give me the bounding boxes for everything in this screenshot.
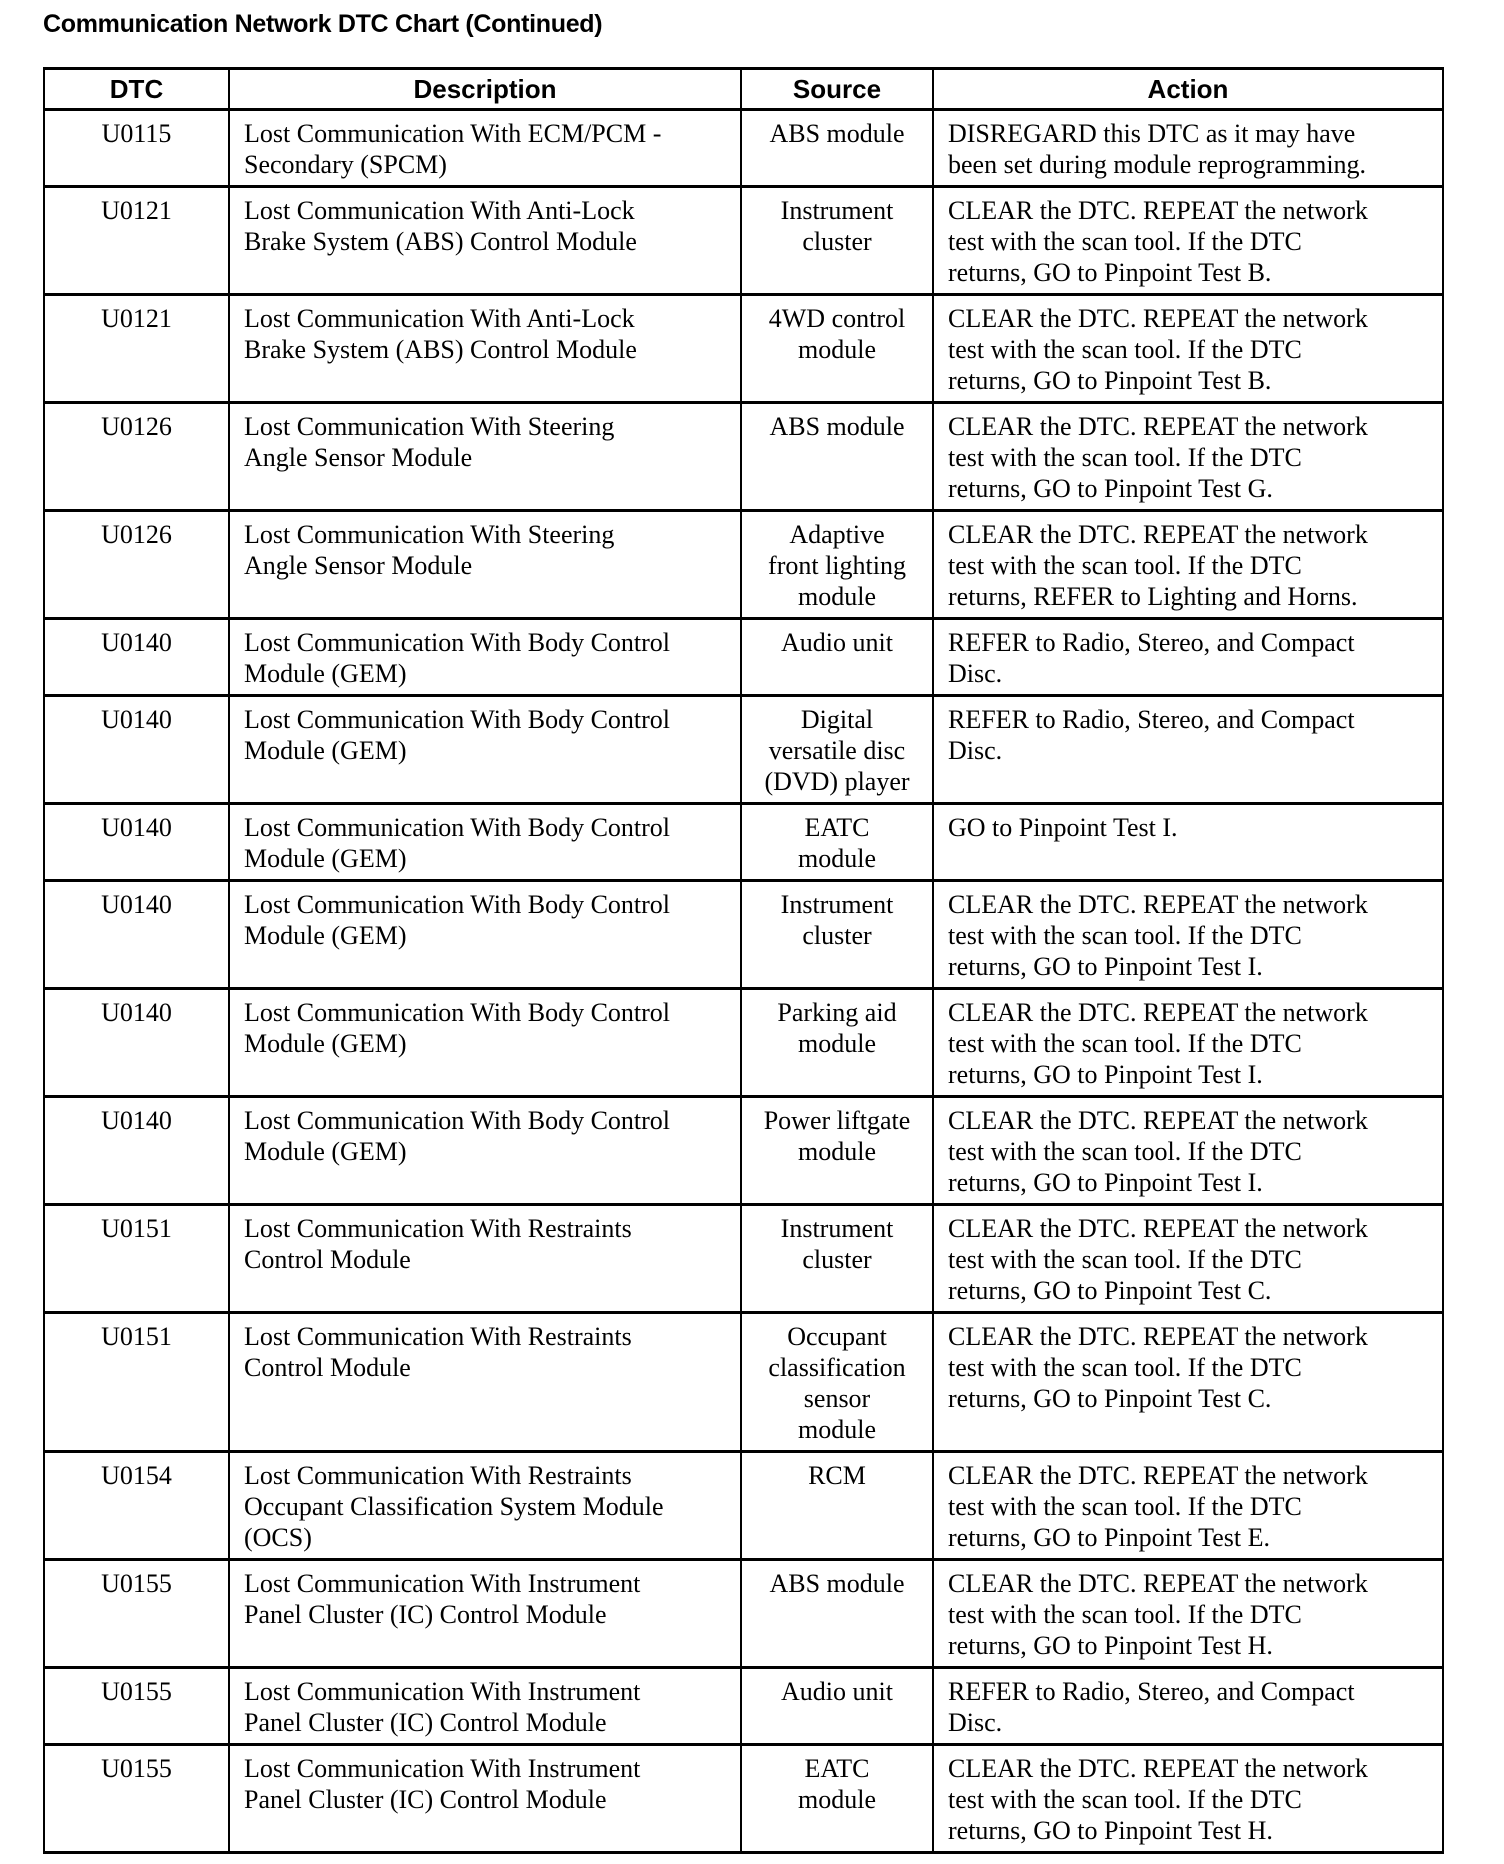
cell-action: CLEAR the DTC. REPEAT the network test w… xyxy=(932,509,1444,620)
cell-dtc: U0140 xyxy=(43,802,230,882)
cell-action: REFER to Radio, Stereo, and Compact Disc… xyxy=(932,694,1444,805)
cell-action: CLEAR the DTC. REPEAT the network test w… xyxy=(932,1095,1444,1206)
cell-dtc: U0126 xyxy=(43,401,230,512)
table-row: U0121 Lost Communication With Anti-Lock B… xyxy=(43,185,1444,296)
cell-dtc: U0115 xyxy=(43,108,230,188)
column-header-action: Action xyxy=(932,67,1444,111)
cell-source: Adaptive front lighting module xyxy=(740,509,934,620)
cell-description: Lost Communication With Anti-Lock Brake … xyxy=(228,293,742,404)
table-header-row: DTC Description Source Action xyxy=(43,67,1444,111)
cell-description: Lost Communication With Restraints Contr… xyxy=(228,1311,742,1453)
cell-description: Lost Communication With Body Control Mod… xyxy=(228,1095,742,1206)
cell-action: CLEAR the DTC. REPEAT the network test w… xyxy=(932,1743,1444,1854)
cell-source: Occupant classification sensor module xyxy=(740,1311,934,1453)
cell-action: CLEAR the DTC. REPEAT the network test w… xyxy=(932,987,1444,1098)
table-row: U0155 Lost Communication With Instrument … xyxy=(43,1743,1444,1854)
table-row: U0126 Lost Communication With Steering An… xyxy=(43,509,1444,620)
table-row: U0151 Lost Communication With Restraints … xyxy=(43,1203,1444,1314)
cell-dtc: U0151 xyxy=(43,1311,230,1453)
table-row: U0154 Lost Communication With Restraints … xyxy=(43,1450,1444,1561)
cell-source: ABS module xyxy=(740,1558,934,1669)
cell-description: Lost Communication With ECM/PCM - Second… xyxy=(228,108,742,188)
table-row: U0155 Lost Communication With Instrument … xyxy=(43,1558,1444,1669)
cell-description: Lost Communication With Anti-Lock Brake … xyxy=(228,185,742,296)
cell-action: CLEAR the DTC. REPEAT the network test w… xyxy=(932,293,1444,404)
cell-description: Lost Communication With Steering Angle S… xyxy=(228,401,742,512)
cell-dtc: U0154 xyxy=(43,1450,230,1561)
cell-description: Lost Communication With Instrument Panel… xyxy=(228,1743,742,1854)
cell-dtc: U0121 xyxy=(43,185,230,296)
cell-source: Instrument cluster xyxy=(740,1203,934,1314)
cell-dtc: U0155 xyxy=(43,1558,230,1669)
table-row: U0140 Lost Communication With Body Contro… xyxy=(43,802,1444,882)
cell-dtc: U0121 xyxy=(43,293,230,404)
page-title: Communication Network DTC Chart (Continu… xyxy=(43,10,603,38)
cell-dtc: U0151 xyxy=(43,1203,230,1314)
cell-source: Instrument cluster xyxy=(740,185,934,296)
column-header-dtc: DTC xyxy=(43,67,230,111)
cell-source: Instrument cluster xyxy=(740,879,934,990)
cell-action: REFER to Radio, Stereo, and Compact Disc… xyxy=(932,617,1444,697)
cell-description: Lost Communication With Body Control Mod… xyxy=(228,617,742,697)
dtc-table: DTC Description Source Action U0115 Lost … xyxy=(43,67,1444,1854)
cell-action: CLEAR the DTC. REPEAT the network test w… xyxy=(932,879,1444,990)
cell-dtc: U0140 xyxy=(43,694,230,805)
cell-action: CLEAR the DTC. REPEAT the network test w… xyxy=(932,1558,1444,1669)
cell-description: Lost Communication With Body Control Mod… xyxy=(228,694,742,805)
cell-action: REFER to Radio, Stereo, and Compact Disc… xyxy=(932,1666,1444,1746)
cell-source: Power liftgate module xyxy=(740,1095,934,1206)
cell-description: Lost Communication With Instrument Panel… xyxy=(228,1558,742,1669)
table-row: U0140 Lost Communication With Body Contro… xyxy=(43,879,1444,990)
table-row: U0115 Lost Communication With ECM/PCM - S… xyxy=(43,108,1444,188)
table-row: U0151 Lost Communication With Restraints … xyxy=(43,1311,1444,1453)
cell-action: CLEAR the DTC. REPEAT the network test w… xyxy=(932,401,1444,512)
cell-dtc: U0126 xyxy=(43,509,230,620)
cell-action: CLEAR the DTC. REPEAT the network test w… xyxy=(932,1311,1444,1453)
cell-description: Lost Communication With Steering Angle S… xyxy=(228,509,742,620)
table-row: U0121 Lost Communication With Anti-Lock B… xyxy=(43,293,1444,404)
cell-source: Audio unit xyxy=(740,1666,934,1746)
cell-action: GO to Pinpoint Test I. xyxy=(932,802,1444,882)
cell-source: EATC module xyxy=(740,1743,934,1854)
cell-description: Lost Communication With Restraints Contr… xyxy=(228,1203,742,1314)
cell-source: Audio unit xyxy=(740,617,934,697)
cell-description: Lost Communication With Body Control Mod… xyxy=(228,879,742,990)
cell-dtc: U0140 xyxy=(43,987,230,1098)
table-row: U0140 Lost Communication With Body Contro… xyxy=(43,987,1444,1098)
cell-source: Digital versatile disc (DVD) player xyxy=(740,694,934,805)
cell-action: CLEAR the DTC. REPEAT the network test w… xyxy=(932,1203,1444,1314)
cell-dtc: U0140 xyxy=(43,1095,230,1206)
table-row: U0126 Lost Communication With Steering An… xyxy=(43,401,1444,512)
cell-action: CLEAR the DTC. REPEAT the network test w… xyxy=(932,1450,1444,1561)
column-header-description: Description xyxy=(228,67,742,111)
cell-source: 4WD control module xyxy=(740,293,934,404)
cell-source: ABS module xyxy=(740,108,934,188)
table-row: U0140 Lost Communication With Body Contro… xyxy=(43,1095,1444,1206)
cell-dtc: U0140 xyxy=(43,617,230,697)
table-row: U0155 Lost Communication With Instrument … xyxy=(43,1666,1444,1746)
cell-dtc: U0155 xyxy=(43,1743,230,1854)
column-header-source: Source xyxy=(740,67,934,111)
cell-dtc: U0155 xyxy=(43,1666,230,1746)
cell-source: EATC module xyxy=(740,802,934,882)
cell-description: Lost Communication With Body Control Mod… xyxy=(228,987,742,1098)
cell-description: Lost Communication With Body Control Mod… xyxy=(228,802,742,882)
cell-dtc: U0140 xyxy=(43,879,230,990)
table-row: U0140 Lost Communication With Body Contro… xyxy=(43,617,1444,697)
cell-source: Parking aid module xyxy=(740,987,934,1098)
cell-source: RCM xyxy=(740,1450,934,1561)
cell-action: CLEAR the DTC. REPEAT the network test w… xyxy=(932,185,1444,296)
cell-description: Lost Communication With Instrument Panel… xyxy=(228,1666,742,1746)
table-row: U0140 Lost Communication With Body Contro… xyxy=(43,694,1444,805)
cell-action: DISREGARD this DTC as it may have been s… xyxy=(932,108,1444,188)
cell-source: ABS module xyxy=(740,401,934,512)
cell-description: Lost Communication With Restraints Occup… xyxy=(228,1450,742,1561)
